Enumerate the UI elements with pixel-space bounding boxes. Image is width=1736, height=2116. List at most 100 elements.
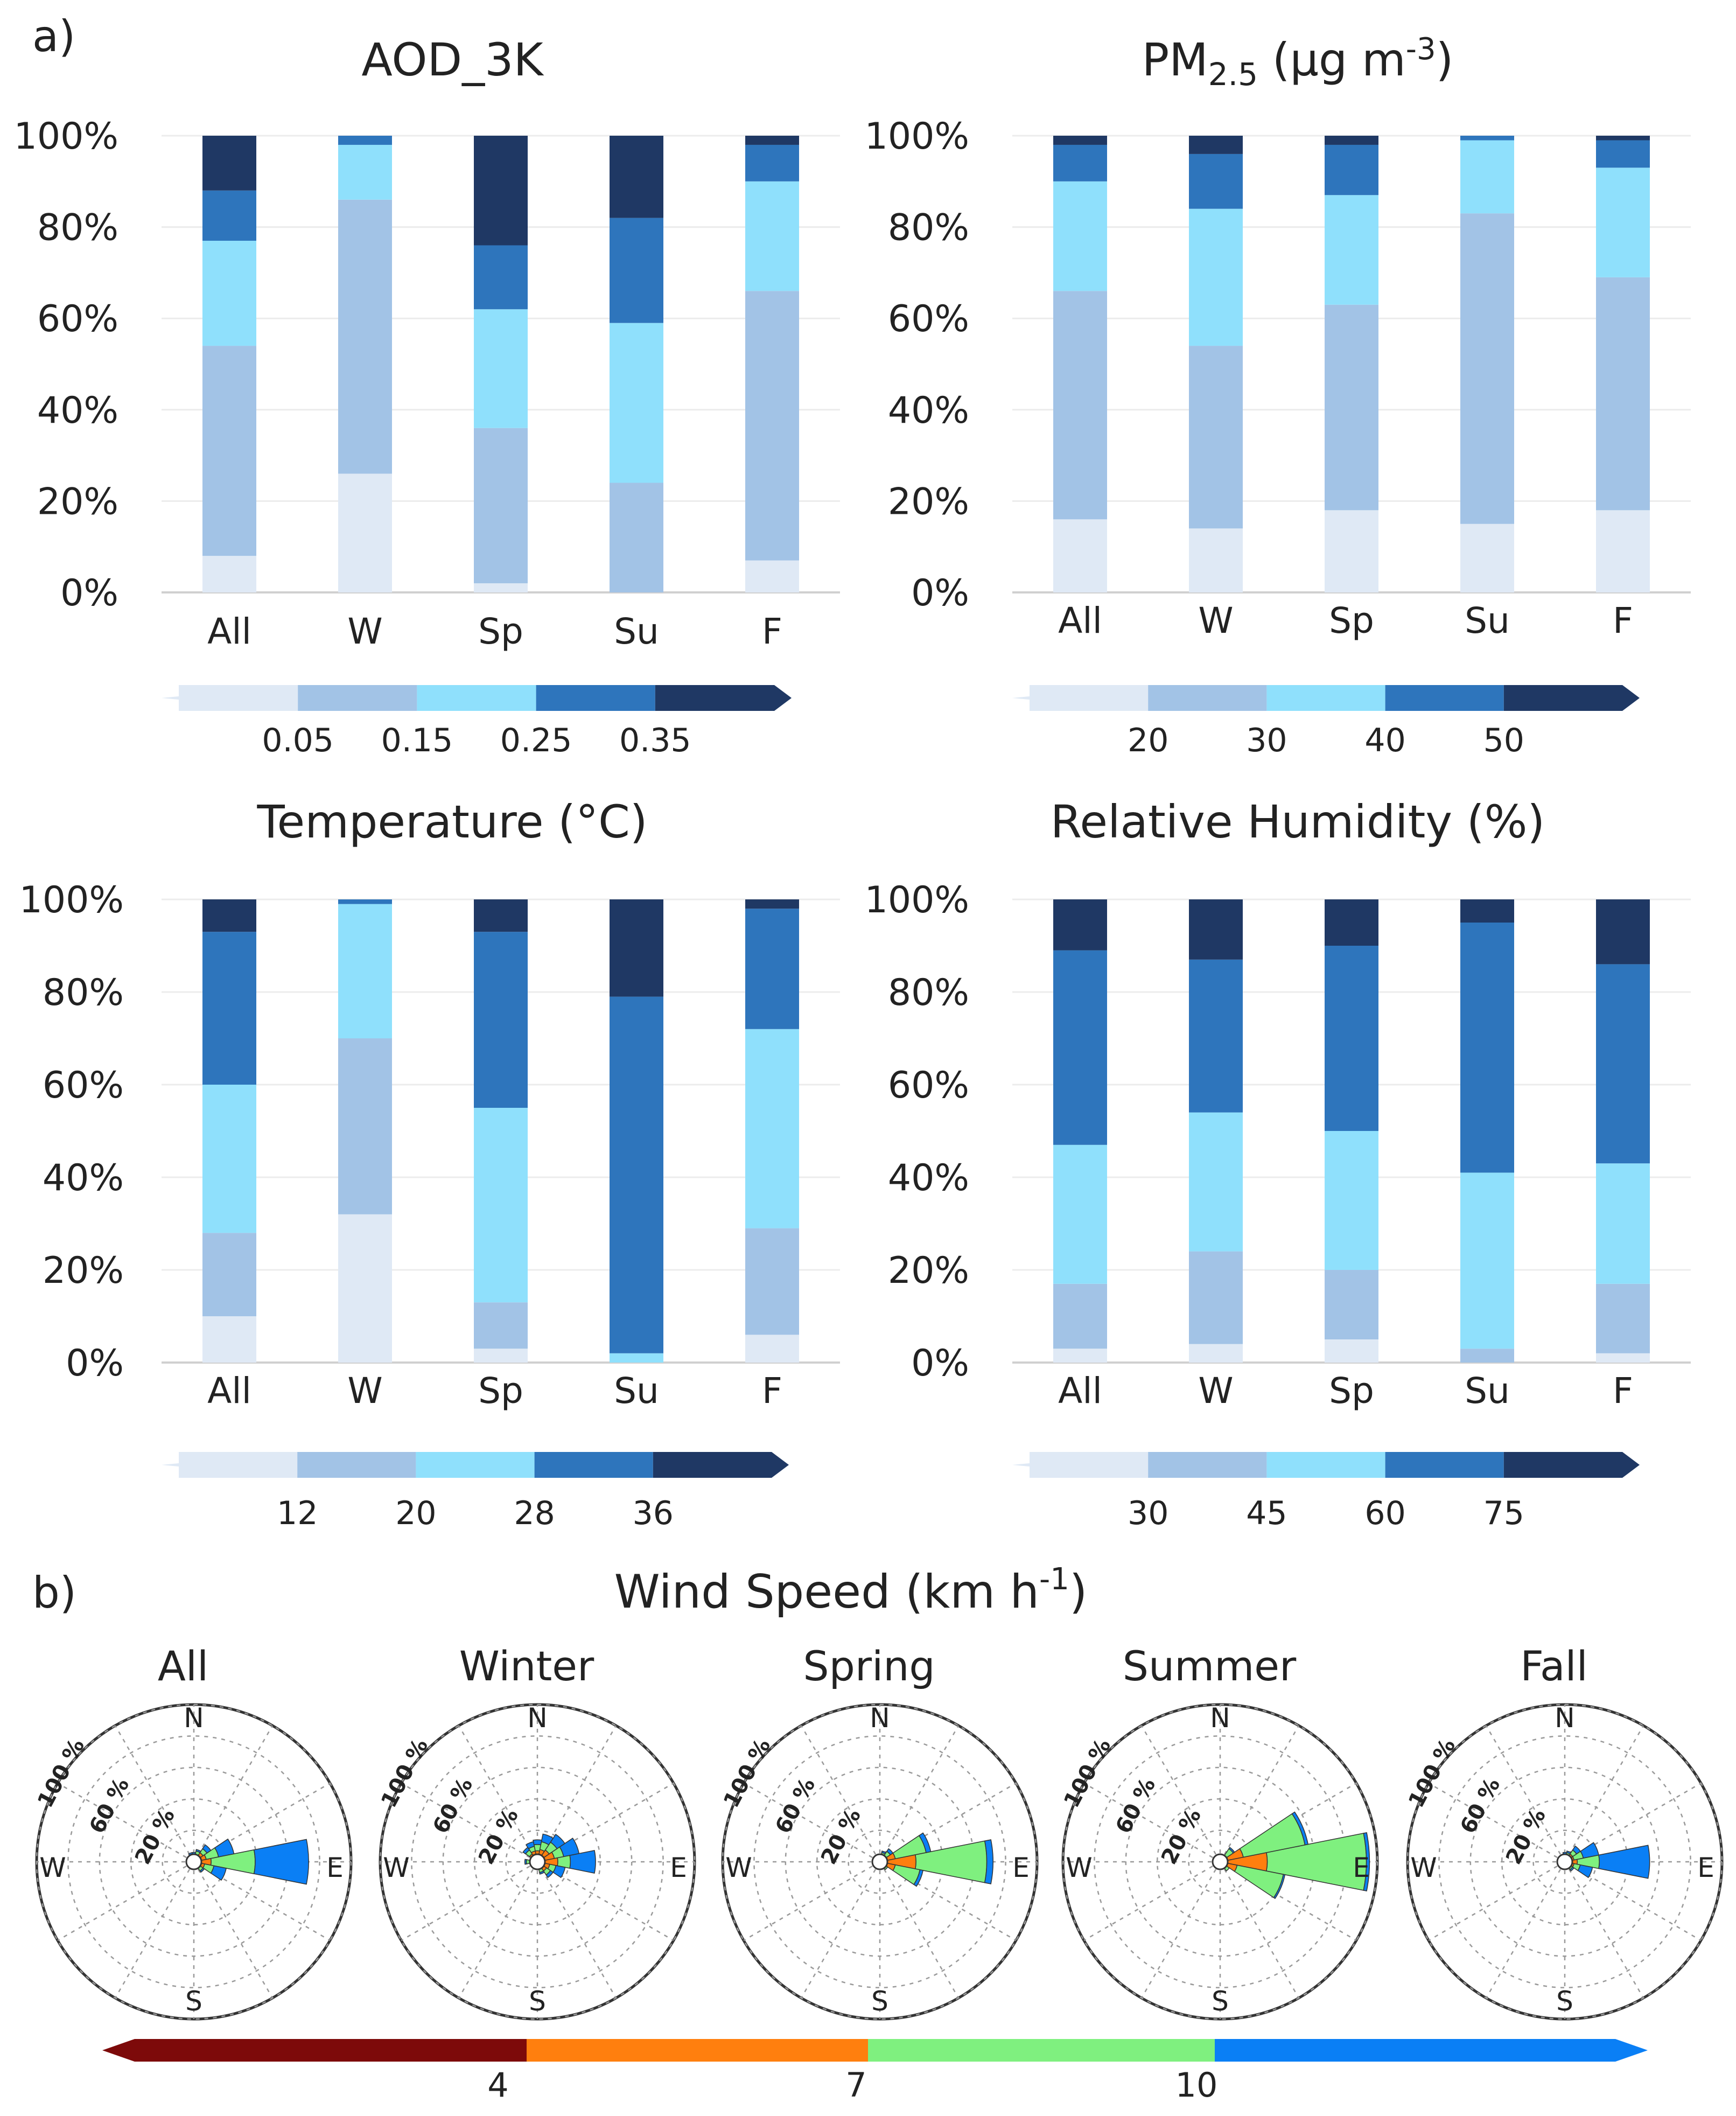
bar-segment xyxy=(202,556,256,592)
y-tick-label: 60% xyxy=(888,1064,969,1107)
rose-grid-spoke xyxy=(743,1782,880,1863)
rose-direction-label: S xyxy=(529,1986,546,2017)
bar-segment xyxy=(1189,136,1243,154)
colorbar-tick-label: 0.35 xyxy=(619,722,691,759)
rose-direction-label: E xyxy=(670,1852,687,1883)
colorbar-segment xyxy=(536,685,655,711)
colorbar-tick-label: 36 xyxy=(633,1495,674,1532)
category-label: Su xyxy=(1465,1370,1510,1412)
bar-segment xyxy=(745,144,799,181)
bar-segment xyxy=(1460,523,1514,592)
rose-grid-spoke xyxy=(1428,1861,1565,1942)
rose-petal-segment xyxy=(210,1865,227,1881)
rose-petal-segment xyxy=(1363,1832,1370,1892)
colorbar-tick-label: 0.05 xyxy=(262,722,334,759)
colorbar-tick-label: 30 xyxy=(1128,1495,1168,1532)
bar-segment xyxy=(1325,136,1378,145)
category-label: W xyxy=(347,611,382,652)
bar-segment xyxy=(1596,1353,1650,1363)
rose-grid-spoke xyxy=(879,1725,960,1862)
bar-segment xyxy=(1460,923,1514,1173)
y-tick-label: 100% xyxy=(865,879,969,921)
bar-segment xyxy=(1053,144,1107,181)
bar-segment xyxy=(338,199,392,474)
y-tick-label: 80% xyxy=(888,207,969,249)
bar-segment xyxy=(202,190,256,241)
bar-segment xyxy=(338,899,392,904)
chart-title: PM2.5 (μg m-3) xyxy=(1142,32,1454,93)
rose-grid-spoke xyxy=(193,1861,274,1999)
category-label: All xyxy=(207,1370,251,1412)
bar-segment xyxy=(610,218,663,323)
panel-label-b: b) xyxy=(32,1568,76,1618)
bar-segment xyxy=(474,428,528,584)
rose-direction-label: S xyxy=(1556,1986,1573,2017)
colorbar-tick-label: 30 xyxy=(1246,722,1287,759)
rose-direction-label: N xyxy=(184,1702,204,1734)
colorbar-segment xyxy=(1266,685,1385,711)
rose-direction-label: S xyxy=(871,1986,888,2017)
rose-grid-spoke xyxy=(458,1861,538,1999)
rose-petal-segment xyxy=(886,1848,894,1856)
y-tick-label: 80% xyxy=(43,972,124,1014)
bar-segment xyxy=(1325,946,1378,1131)
bar-segment xyxy=(338,136,392,145)
bar-segment xyxy=(474,245,528,310)
rose-direction-label: S xyxy=(1212,1986,1229,2017)
y-tick-label: 20% xyxy=(37,480,118,523)
rose-title: Fall xyxy=(1520,1642,1588,1690)
panel-label-a: a) xyxy=(32,11,75,61)
rose-petal-segment xyxy=(539,1870,545,1875)
bar-segment xyxy=(202,1233,256,1316)
bar-segment xyxy=(1053,899,1107,951)
rose-petal-segment xyxy=(525,1841,535,1849)
rose-direction-label: N xyxy=(527,1702,547,1734)
y-tick-label: 0% xyxy=(911,1342,969,1385)
colorbar-tick-label: 12 xyxy=(277,1495,318,1532)
bar-segment xyxy=(474,899,528,932)
category-label: All xyxy=(1058,1370,1102,1412)
rose-grid-spoke xyxy=(57,1782,194,1863)
bar-segment xyxy=(1053,291,1107,520)
y-tick-label: 100% xyxy=(865,115,969,158)
rose-grid-spoke xyxy=(1564,1861,1644,1999)
colorbar-segment xyxy=(1266,1452,1385,1478)
bar-segment xyxy=(1189,528,1243,592)
bar-segment xyxy=(202,899,256,932)
y-tick-label: 80% xyxy=(37,207,118,249)
rose-petal-segment xyxy=(913,1869,924,1887)
rose-grid-spoke xyxy=(1140,1861,1221,1999)
wind-colorbar-segment xyxy=(1215,2039,1648,2062)
category-label: Sp xyxy=(1329,1370,1374,1412)
rose-direction-label: W xyxy=(1410,1852,1437,1883)
bar-segment xyxy=(1189,959,1243,1113)
chart-2: PM2.5 (μg m-3) 0% 20% 40% 60% 80% 100% All W Sp Su… xyxy=(865,32,1691,759)
category-label: Sp xyxy=(478,611,523,652)
colorbar-segment xyxy=(1030,1452,1149,1478)
colorbar-tick-label: 50 xyxy=(1483,722,1524,759)
bar-segment xyxy=(474,309,528,428)
wind-colorbar-segment xyxy=(527,2039,868,2062)
colorbar-segment xyxy=(1148,685,1267,711)
bar-segment xyxy=(474,1302,528,1349)
rose-grid-ring xyxy=(1438,1735,1691,1988)
colorbar: 0.05 0.15 0.25 0.35 xyxy=(162,685,792,759)
bar-segment xyxy=(474,932,528,1108)
bar-segment xyxy=(1325,144,1378,195)
rose-petal-segment xyxy=(545,1870,554,1878)
colorbar: 30 45 60 75 xyxy=(1012,1452,1640,1532)
rose-grid-spoke xyxy=(1083,1782,1221,1863)
category-label: Sp xyxy=(1329,600,1374,641)
colorbar-tick-label: 0.15 xyxy=(381,722,453,759)
wind-colorbar: 4 7 10 xyxy=(102,2039,1648,2105)
bar-segment xyxy=(745,291,799,561)
colorbar: 20 30 40 50 xyxy=(1012,685,1640,759)
bar-segment xyxy=(745,136,799,145)
bar-segment xyxy=(202,241,256,346)
rose-title: Summer xyxy=(1123,1642,1297,1690)
wind-colorbar-tick-label: 4 xyxy=(487,2065,508,2105)
colorbar-tick-label: 60 xyxy=(1364,1495,1405,1532)
wind-colorbar-tick-label: 10 xyxy=(1175,2065,1218,2105)
